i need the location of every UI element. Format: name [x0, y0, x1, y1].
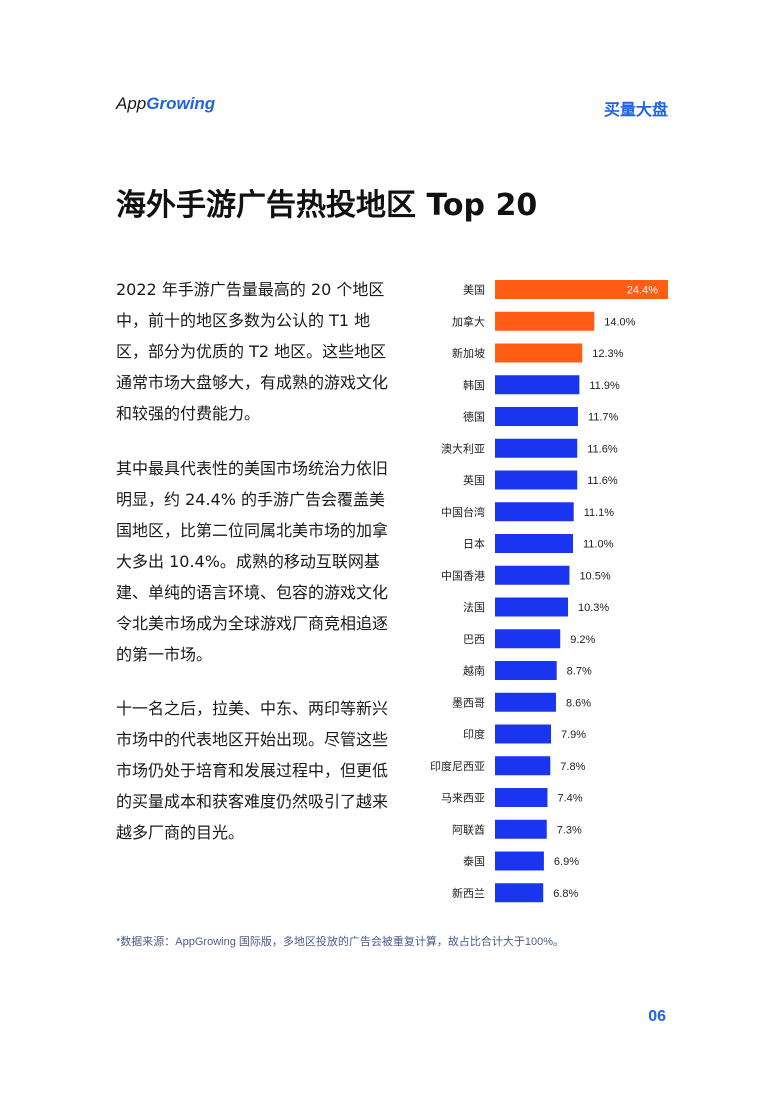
bar — [495, 534, 573, 553]
category-label: 新西兰 — [452, 886, 485, 900]
bar — [495, 883, 544, 903]
bar — [495, 565, 570, 585]
value-label: 6.9% — [554, 856, 579, 868]
value-label: 11.7% — [588, 412, 619, 424]
value-label: 11.6% — [587, 443, 618, 455]
category-label: 巴西 — [463, 633, 485, 646]
category-label: 法国 — [463, 600, 485, 614]
category-label: 中国香港 — [441, 569, 485, 582]
value-label: 12.3% — [592, 348, 623, 360]
bar — [495, 851, 544, 871]
category-label: 马来西亚 — [441, 792, 485, 805]
value-label: 10.3% — [578, 602, 609, 614]
category-label: 韩国 — [463, 378, 485, 392]
body-paragraph-3: 十一名之后，拉美、中东、两印等新兴市场中的代表地区开始出现。尽管这些市场仍处于培… — [116, 699, 389, 842]
value-label: 8.7% — [567, 666, 592, 678]
bar — [495, 756, 551, 776]
category-label: 印度尼西亚 — [430, 759, 485, 773]
region-bar-chart: 美国 24.4% 加拿大 14.0% 新加坡 12.3% 韩国 11.9% 德国 11.7% 澳大利… — [430, 280, 668, 903]
bar — [495, 311, 595, 331]
category-label: 日本 — [463, 537, 485, 551]
category-label: 德国 — [463, 410, 485, 424]
logo-text-growing: Growing — [146, 94, 216, 113]
value-label: 9.2% — [570, 634, 595, 646]
value-label: 7.9% — [561, 729, 586, 741]
bar — [495, 692, 556, 712]
category-label: 美国 — [463, 284, 485, 297]
bar — [495, 724, 552, 744]
section-tag: 买量大盘 — [603, 100, 668, 119]
category-label: 澳大利亚 — [441, 441, 485, 455]
appgrowing-logo: AppGrowing — [116, 94, 215, 114]
bar — [495, 661, 557, 680]
value-label: 14.0% — [604, 316, 635, 328]
bar — [495, 819, 547, 839]
value-label: 24.4% — [627, 285, 658, 297]
category-label: 泰国 — [463, 854, 485, 868]
bar — [495, 280, 668, 299]
body-paragraph-1: 2022 年手游广告量最高的 20 个地区中，前十的地区多数为公认的 T1 地区… — [116, 280, 389, 423]
bar — [495, 470, 578, 490]
source-footnote: *数据来源：AppGrowing 国际版，多地区投放的广告会被重复计算，故占比合… — [116, 936, 565, 948]
page-number: 06 — [648, 1008, 666, 1025]
bar — [495, 407, 578, 426]
value-label: 11.1% — [584, 507, 615, 519]
category-label: 越南 — [463, 664, 485, 678]
value-label: 11.0% — [583, 539, 614, 551]
category-label: 新加坡 — [452, 346, 485, 360]
body-paragraph-2: 其中最具代表性的美国市场统治力依旧明显，约 24.4% 的手游广告会覆盖美国地区… — [116, 459, 389, 664]
value-label: 7.3% — [557, 824, 582, 836]
category-label: 印度 — [463, 727, 485, 741]
value-label: 6.8% — [553, 888, 578, 900]
bar — [495, 343, 583, 363]
category-label: 中国台湾 — [441, 505, 485, 519]
bar — [495, 788, 548, 807]
page-title: 海外手游广告热投地区 Top 20 — [116, 188, 538, 223]
category-label: 阿联酋 — [452, 822, 485, 836]
value-label: 7.4% — [557, 793, 582, 805]
bar — [495, 375, 580, 395]
bar — [495, 629, 561, 649]
value-label: 10.5% — [579, 570, 610, 582]
value-label: 11.6% — [587, 475, 618, 487]
value-label: 8.6% — [566, 697, 591, 709]
category-label: 墨西哥 — [452, 696, 485, 709]
category-label: 英国 — [463, 473, 485, 487]
logo-text-app: App — [116, 94, 147, 113]
bar — [495, 502, 574, 522]
value-label: 11.9% — [589, 380, 620, 392]
bar — [495, 438, 578, 458]
bar — [495, 597, 569, 617]
category-label: 加拿大 — [452, 314, 485, 328]
value-label: 7.8% — [560, 761, 585, 773]
